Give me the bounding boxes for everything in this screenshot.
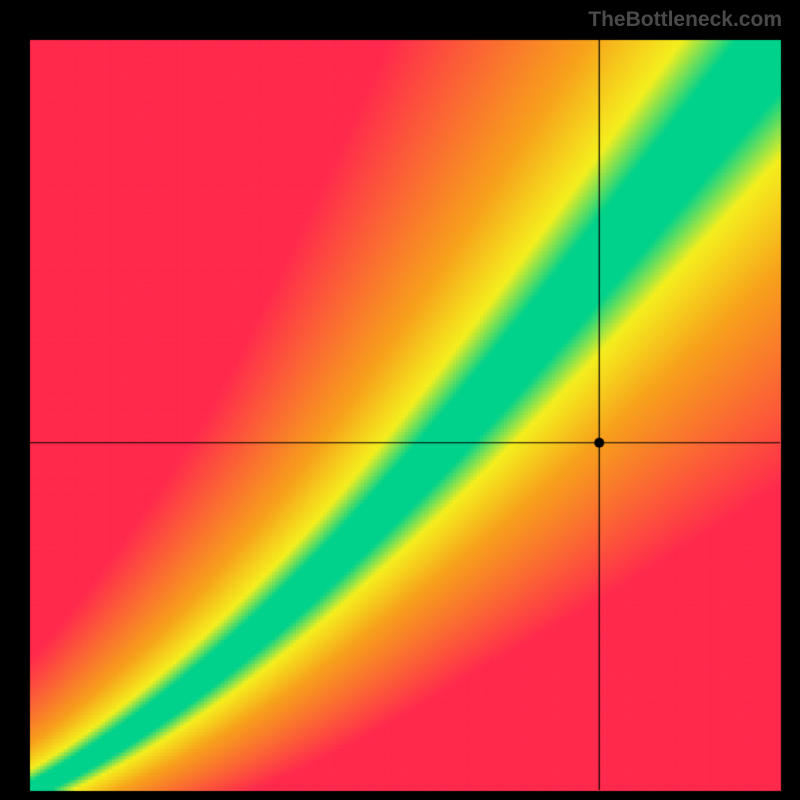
bottleneck-heatmap-canvas xyxy=(0,0,800,800)
attribution-text: TheBottleneck.com xyxy=(588,8,782,32)
chart-container: TheBottleneck.com xyxy=(0,0,800,800)
